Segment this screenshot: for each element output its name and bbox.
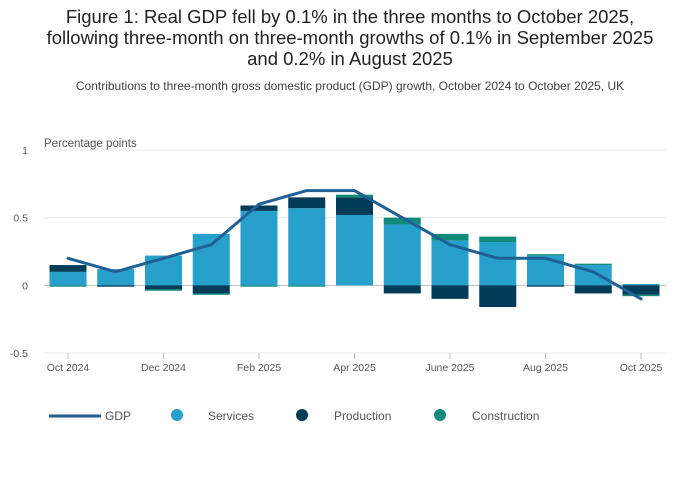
bar-production-jul-2025[interactable] [479,285,517,307]
bar-services-jan-2025[interactable] [192,233,230,286]
bar-construction-sep-2025[interactable] [574,263,612,266]
bar-services-jul-2025[interactable] [479,242,517,286]
chart-title: Figure 1: Real GDP fell by 0.1% in the t… [0,6,700,69]
legend-item-production[interactable]: Production [296,409,391,423]
bar-construction-oct-2024[interactable] [49,285,87,287]
legend-label: GDP [105,409,131,423]
bar-services-may-2025[interactable] [383,224,421,286]
chart-subtitle: Contributions to three-month gross domes… [75,79,625,93]
bar-construction-jul-2025[interactable] [479,236,517,243]
bar-services-nov-2024[interactable] [97,269,135,286]
legend-swatch-dot [296,409,308,421]
legend-label: Services [208,409,254,423]
bar-production-mar-2025[interactable] [288,197,326,209]
bar-construction-mar-2025[interactable] [288,285,326,287]
legend[interactable]: GDP Services Production Construction [49,409,539,423]
x-tick-label: Dec 2024 [141,362,186,374]
legend-swatch-dot [434,409,446,421]
bar-construction-dec-2024[interactable] [145,289,182,291]
bar-construction-feb-2025[interactable] [240,285,278,287]
bar-construction-oct-2025[interactable] [622,294,660,297]
x-tick-label: Oct 2025 [620,362,663,374]
legend-label: Production [334,409,391,423]
x-tick-label: Oct 2024 [47,362,90,374]
y-tick-label: 0 [22,280,28,292]
legend-swatch-dot [171,409,183,421]
bar-construction-jan-2025[interactable] [192,293,230,295]
bar-production-jan-2025[interactable] [192,285,230,294]
bar-services-feb-2025[interactable] [240,210,278,286]
x-tick-label: Feb 2025 [237,362,282,374]
bar-production-aug-2025[interactable] [527,285,564,287]
bar-construction-apr-2025[interactable] [336,194,373,198]
bars [49,194,660,307]
y-tick-label: -0.5 [10,348,28,360]
bar-production-oct-2024[interactable] [49,265,87,272]
x-axis: Oct 2024 Dec 2024 Feb 2025 Apr 2025 June 202… [44,352,666,374]
bar-production-may-2025[interactable] [383,285,421,294]
bar-construction-jun-2025[interactable] [431,233,469,241]
legend-item-construction[interactable]: Construction [434,409,539,423]
x-tick-label: Apr 2025 [333,362,376,374]
bar-production-jun-2025[interactable] [431,285,469,299]
bar-services-apr-2025[interactable] [336,214,373,286]
chart-title-line-1: Figure 1: Real GDP fell by 0.1% in the t… [65,6,635,27]
bar-production-dec-2024[interactable] [145,285,182,290]
y-tick-label: 1 [22,145,28,157]
legend-item-gdp[interactable]: GDP [49,409,131,423]
chart-title-line-2: following three-month on three-month gro… [46,27,654,48]
bar-production-nov-2024[interactable] [97,285,135,287]
y-axis-label: Percentage points [44,138,137,150]
bar-services-mar-2025[interactable] [288,208,326,286]
bar-production-oct-2025[interactable] [622,285,660,295]
legend-item-services[interactable]: Services [171,409,254,423]
y-axis: Percentage points -0.5 0 0.5 1 [10,138,137,360]
x-tick-label: Aug 2025 [523,362,568,374]
bar-construction-aug-2025[interactable] [527,254,564,256]
bar-construction-may-2025[interactable] [383,217,421,225]
y-tick-label: 0.5 [13,213,28,225]
bar-production-apr-2025[interactable] [336,197,373,215]
gdp-line[interactable] [66,189,643,301]
bar-production-feb-2025[interactable] [240,205,278,211]
bar-services-dec-2024[interactable] [145,255,182,286]
x-tick-label: June 2025 [425,362,474,374]
bar-services-oct-2025[interactable] [622,283,660,286]
gdp-line-group [66,189,643,301]
bar-production-sep-2025[interactable] [574,285,612,294]
chart-title-line-3: and 0.2% in August 2025 [247,48,453,69]
bar-services-oct-2024[interactable] [49,271,87,286]
bar-services-aug-2025[interactable] [527,255,564,286]
legend-label: Construction [472,409,539,423]
